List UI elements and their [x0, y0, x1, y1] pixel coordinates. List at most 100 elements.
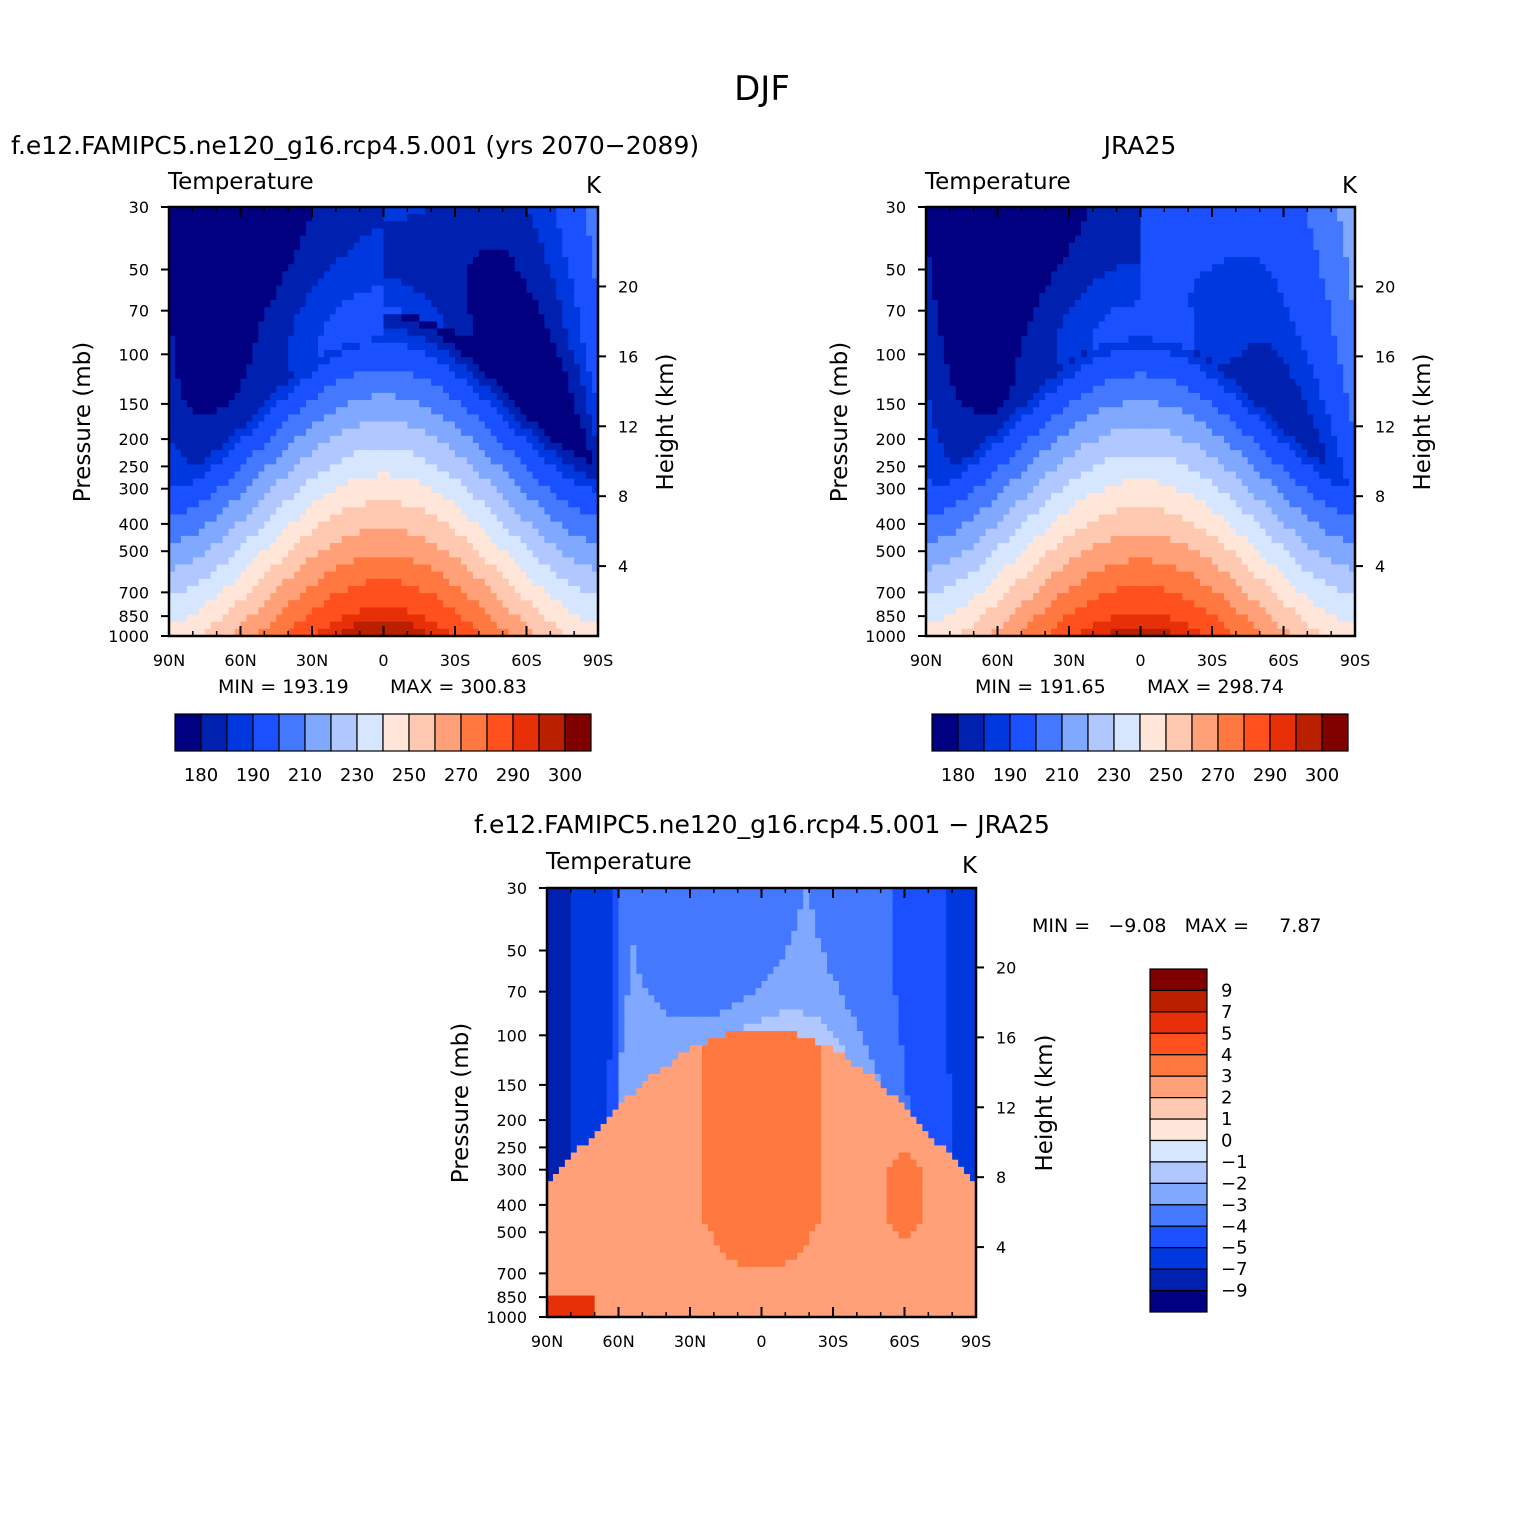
contour-cell	[329, 364, 337, 373]
contour-cell	[1259, 214, 1267, 222]
contour-cell	[1092, 228, 1100, 237]
contour-cell	[437, 292, 444, 301]
contour-cell	[1098, 214, 1106, 222]
contour-cell	[335, 535, 343, 544]
contour-cell	[449, 564, 456, 573]
contour-cell	[568, 585, 575, 594]
contour-cell	[443, 249, 450, 258]
contour-cell	[413, 435, 420, 444]
contour-cell	[401, 364, 408, 373]
contour-cell	[365, 342, 373, 351]
contour-cell	[377, 600, 385, 608]
contour-cell	[556, 464, 563, 473]
contour-cell	[538, 543, 545, 551]
contour-cell	[508, 428, 516, 437]
contour-cell	[341, 628, 349, 636]
contour-cell	[985, 214, 993, 222]
contour-cell	[592, 342, 598, 351]
contour-cell	[425, 278, 432, 287]
contour-cell	[490, 521, 498, 530]
contour-cell	[574, 493, 581, 501]
contour-cell	[1194, 235, 1201, 244]
contour-cell	[252, 543, 259, 551]
contour-cell	[312, 307, 319, 315]
contour-cell	[365, 500, 373, 508]
contour-cell	[568, 571, 575, 580]
contour-cell	[431, 207, 438, 215]
contour-cell	[401, 278, 408, 287]
contour-cell	[365, 442, 373, 451]
contour-cell	[419, 442, 426, 451]
contour-cell	[288, 557, 295, 566]
contour-cell	[574, 378, 581, 387]
contour-cell	[520, 414, 528, 423]
contour-cell	[526, 228, 534, 237]
contour-cell	[425, 392, 432, 401]
contour-cell	[401, 614, 408, 623]
contour-cell	[383, 550, 391, 558]
contour-cell	[401, 585, 408, 594]
contour-cell	[198, 514, 206, 523]
contour-cell	[210, 207, 218, 215]
contour-cell	[508, 628, 516, 636]
contour-cell	[586, 607, 593, 616]
contour-cell	[335, 228, 343, 237]
contour-cell	[234, 342, 242, 351]
contour-cell	[431, 464, 438, 473]
contour-cell	[1110, 221, 1118, 230]
contour-cell	[1295, 214, 1302, 222]
contour-cell	[228, 335, 236, 344]
contour-cell	[180, 607, 188, 616]
contour-cell	[323, 371, 331, 380]
contour-cell	[544, 299, 551, 308]
contour-cell	[294, 464, 301, 473]
contour-cell	[1134, 228, 1142, 237]
contour-cell	[234, 214, 242, 222]
contour-cell	[526, 292, 534, 301]
contour-cell	[294, 278, 301, 287]
contour-cell	[288, 593, 295, 601]
contour-cell	[282, 557, 289, 566]
contour-cell	[240, 342, 248, 351]
contour-cell	[389, 471, 397, 480]
contour-cell	[198, 428, 206, 437]
contour-cell	[431, 550, 438, 558]
contour-cell	[306, 249, 313, 258]
contour-cell	[592, 278, 598, 287]
contour-cell	[288, 628, 295, 636]
contour-cell	[413, 414, 420, 423]
contour-cell	[228, 371, 236, 380]
contour-cell	[329, 607, 337, 616]
contour-cell	[1045, 242, 1052, 251]
contour-cell	[377, 500, 385, 508]
contour-cell	[204, 335, 212, 344]
contour-cell	[478, 414, 486, 423]
contour-cell	[377, 400, 385, 408]
contour-cell	[544, 228, 551, 237]
contour-cell	[443, 578, 450, 587]
contour-cell	[472, 550, 480, 558]
contour-cell	[490, 578, 498, 587]
contour-cell	[544, 350, 551, 358]
contour-cell	[514, 621, 522, 630]
contour-cell	[985, 242, 993, 251]
contour-cell	[252, 328, 259, 337]
contour-cell	[294, 514, 301, 523]
contour-cell	[985, 221, 993, 230]
contour-cell	[544, 292, 551, 301]
contour-cell	[407, 521, 414, 530]
contour-cell	[234, 535, 242, 544]
contour-cell	[496, 392, 504, 401]
contour-cell	[931, 221, 939, 230]
contour-cell	[431, 264, 438, 272]
contour-cell	[246, 400, 254, 408]
contour-cell	[431, 414, 438, 423]
contour-cell	[323, 350, 331, 358]
contour-cell	[538, 307, 545, 315]
contour-cell	[282, 485, 289, 494]
contour-cell	[180, 471, 188, 480]
contour-cell	[484, 257, 492, 265]
contour-cell	[478, 485, 486, 494]
contour-cell	[586, 400, 593, 408]
contour-cell	[186, 307, 194, 315]
